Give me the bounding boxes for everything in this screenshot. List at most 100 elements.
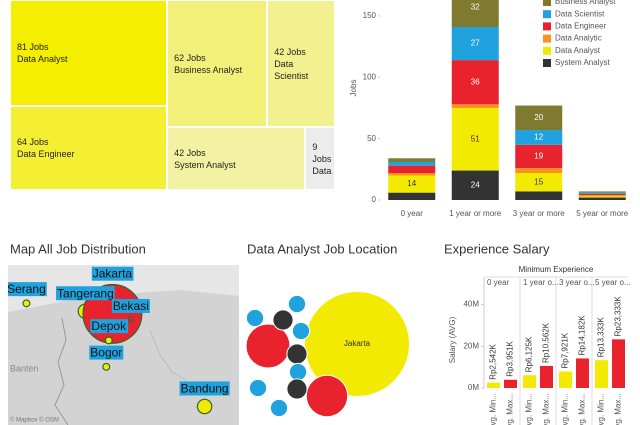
treemap-category-label: Data [312,165,332,176]
bar [559,371,572,388]
treemap-category-label: Business Analyst [174,64,243,75]
map-point [127,316,134,323]
data-label: Rp10,562K [542,322,551,363]
bubble [288,362,308,382]
data-label: Rp13,333K [597,317,606,358]
group-label: 0 year [487,278,510,287]
map-point [102,362,111,371]
data-label: Rp6,125K [525,336,534,372]
data-label: 20 [534,113,543,122]
bubble [286,378,308,400]
treemap-cell: 62 Jobs Business Analyst [167,0,268,128]
bar-segment [388,175,436,193]
bar-segment [578,193,626,196]
map-layer: Serang Tangerang Jakarta Bekasi Depok Bogor Ba… [8,266,230,415]
bar-segment [388,161,436,166]
y-tick-label: 100 [363,72,377,81]
bar-segment [388,173,436,176]
x-tick-label: Avg. Max... [578,393,587,425]
bar-segment [451,170,499,200]
data-label: Rp14,182K [578,315,587,356]
chart-title: Map All Job Distribution [10,241,146,256]
chart-title: Experience Salary [444,241,550,256]
data-label: 51 [471,134,480,143]
bubble [287,294,307,314]
bar-segment [578,197,626,200]
bar-segment [515,130,563,145]
map-region-label: Banten [10,363,39,373]
treemap-category-label: Data Analyst [17,54,68,65]
map-label-box [8,282,47,297]
bar-segment [451,60,499,105]
x-tick-label: 3 year or more [513,209,566,218]
treemap-category-label: System Analyst [174,159,236,170]
bar-segment [578,195,626,197]
bar [612,339,625,388]
map-label: Depok [91,319,127,333]
map-point [104,336,113,345]
treemap-cell: 42 Jobs System Analyst [167,127,306,190]
x-tick-label: Avg. Min... [597,393,606,425]
legend-swatch [543,59,551,67]
map-label: Jakarta [93,267,133,281]
bubble [248,378,268,398]
legend-label: Data Analyst [555,46,601,55]
data-label: 12 [534,133,543,142]
bar [540,365,553,388]
bar-segment [578,196,626,198]
map-label: Tangerang [57,286,114,300]
data-label: 19 [534,152,543,161]
x-tick-label: 0 year [401,209,424,218]
bubble [291,321,311,341]
bar [504,379,517,388]
map-label: Bogor [90,346,122,360]
map-label-box [89,345,124,360]
bubble-label: Jakarta [344,339,371,348]
data-label: Rp23,333K [614,296,623,337]
bar-segment [578,192,626,194]
x-tick-label: 1 year or more [449,209,502,218]
treemap-value-label: 62 Jobs [174,52,206,63]
legend-label: Business Analyst [555,0,616,6]
data-label: 32 [471,2,480,11]
x-tick-label: 5 year or more [576,209,629,218]
bubble [245,323,291,369]
y-axis-label: Salary (AVG) [448,316,457,363]
chart-title: Data Analyst Job Location [247,241,397,256]
x-tick-label: Avg. Min... [561,393,570,425]
treemap-cell: 81 Jobs Data Analyst [10,0,168,107]
map-label-box [111,298,150,313]
legend-swatch [543,46,551,55]
bubble [269,398,289,418]
map-label: Bandung [181,381,229,395]
map-label-box [90,319,129,334]
bar-segment [515,191,563,200]
y-tick-label: 40M [463,300,479,309]
legend-swatch [543,0,551,6]
y-axis-label: Jobs [349,80,358,97]
legend-label: System Analyst [555,58,610,67]
bubble [245,308,265,328]
bubble [305,374,349,418]
group-label: 5 year o... [595,278,631,287]
bar-segment [388,158,436,162]
x-tick-label: Avg. Min... [525,393,534,425]
x-tick-label: Avg. Min... [489,393,498,425]
bar-segment [451,107,499,171]
map-attribution: © Mapbox © OSM [10,417,59,424]
x-tick-label: Avg. Max... [614,393,623,425]
bar-segment [388,165,436,174]
y-tick-label: 150 [363,11,377,20]
group-label: 3 year o... [559,278,595,287]
y-tick-label: 0 [372,195,377,204]
legend-label: Data Scientist [555,9,605,18]
bar-segment [515,144,563,169]
treemap-category-label: Data Engineer [17,149,75,160]
data-label: Rp2,542K [489,343,498,379]
treemap-value-label: 81 Jobs [17,42,49,53]
data-label: 14 [407,179,416,188]
chart-header: Minimum Experience [519,265,594,274]
bar-segment [451,0,499,27]
bar-segment [515,173,563,192]
y-tick-label: 0M [468,383,479,392]
